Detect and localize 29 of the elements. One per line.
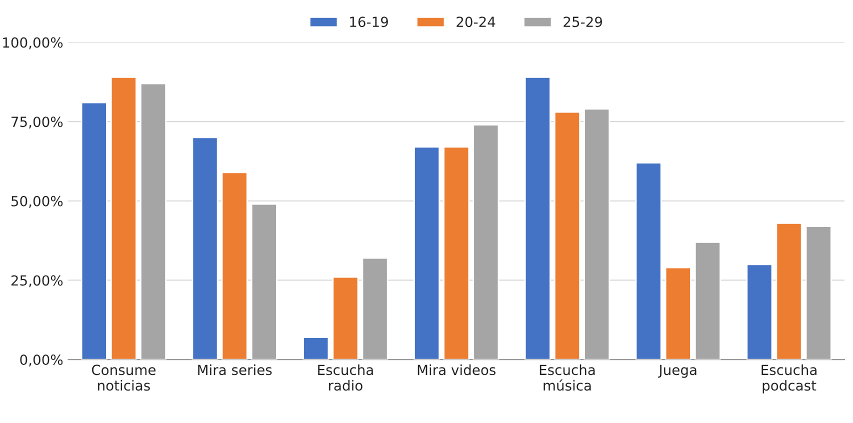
y-tick-label: 100,00% (3, 37, 63, 50)
bar (524, 76, 551, 360)
bar (192, 136, 218, 360)
x-tick-label: Mira videos (418, 364, 496, 376)
legend-label: 16-19 (350, 16, 388, 28)
x-tick-label: Escucha podcast (762, 364, 816, 394)
x-tick-label: Juega (658, 364, 696, 378)
y-tick-label: 0,00% (20, 354, 63, 366)
bar (110, 76, 137, 360)
bar (664, 266, 692, 360)
y-tick-label: 25,00% (11, 275, 63, 288)
x-tick-label: Escucha música (540, 364, 595, 391)
y-tick-label: 50,00% (11, 196, 63, 208)
y-tick-label: 75,00% (12, 116, 63, 129)
bar (443, 146, 470, 360)
bar (221, 172, 248, 360)
legend-label: 20-24 (456, 16, 496, 28)
x-tick-label: Consume noticias (92, 364, 156, 391)
bar (80, 102, 108, 360)
x-tick-label: Escucha radio (318, 364, 373, 391)
bar (746, 264, 773, 360)
bar (635, 162, 662, 360)
bar (332, 276, 359, 360)
x-tick-label: Mira series (198, 364, 272, 376)
bar (776, 222, 802, 360)
bar (302, 336, 330, 360)
legend-label: 25-29 (564, 16, 602, 28)
bar (414, 146, 440, 360)
bar (554, 111, 581, 360)
